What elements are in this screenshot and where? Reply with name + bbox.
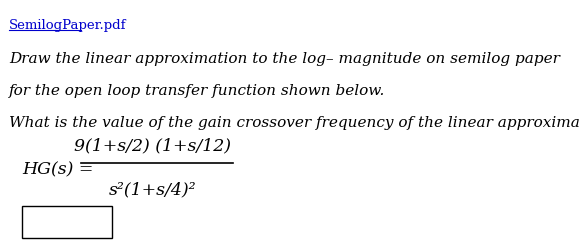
Text: for the open loop transfer function shown below.: for the open loop transfer function show… (9, 84, 385, 98)
Text: 9(1+s/2) (1+s/12): 9(1+s/2) (1+s/12) (74, 137, 231, 154)
Text: s²(1+s/4)²: s²(1+s/4)² (109, 181, 197, 198)
Text: SemilogPaper.pdf: SemilogPaper.pdf (9, 19, 126, 32)
Text: What is the value of the gain crossover frequency of the linear approximation?: What is the value of the gain crossover … (9, 116, 580, 130)
Text: Draw the linear approximation to the log– magnitude on semilog paper: Draw the linear approximation to the log… (9, 52, 560, 66)
Text: HG(s) =: HG(s) = (22, 162, 93, 179)
Bar (22, 206, 112, 238)
